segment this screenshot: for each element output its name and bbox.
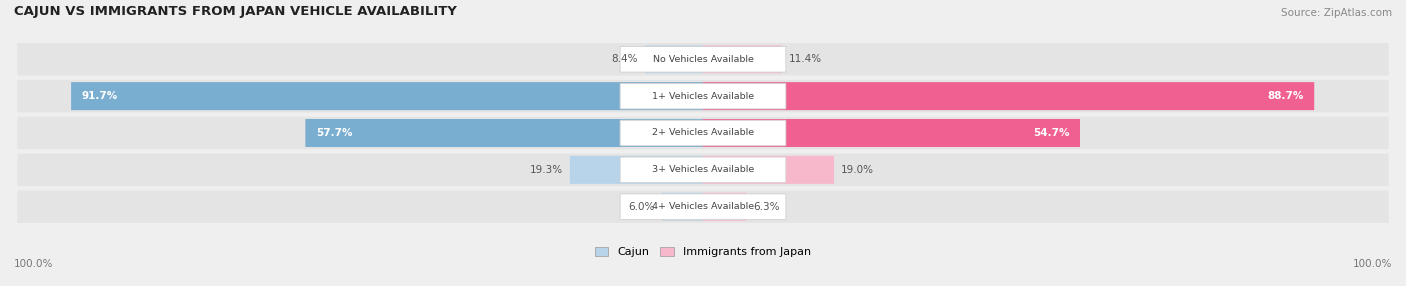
Text: 6.0%: 6.0% — [628, 202, 655, 212]
FancyBboxPatch shape — [703, 119, 1080, 147]
Text: CAJUN VS IMMIGRANTS FROM JAPAN VEHICLE AVAILABILITY: CAJUN VS IMMIGRANTS FROM JAPAN VEHICLE A… — [14, 5, 457, 18]
FancyBboxPatch shape — [17, 117, 1389, 149]
Text: 4+ Vehicles Available: 4+ Vehicles Available — [652, 202, 754, 211]
FancyBboxPatch shape — [620, 120, 786, 146]
FancyBboxPatch shape — [620, 47, 786, 72]
FancyBboxPatch shape — [17, 190, 1389, 223]
Text: 2+ Vehicles Available: 2+ Vehicles Available — [652, 128, 754, 138]
Text: No Vehicles Available: No Vehicles Available — [652, 55, 754, 64]
Text: 19.3%: 19.3% — [530, 165, 564, 175]
FancyBboxPatch shape — [703, 45, 782, 73]
Text: 100.0%: 100.0% — [14, 259, 53, 269]
FancyBboxPatch shape — [662, 193, 703, 221]
FancyBboxPatch shape — [703, 193, 747, 221]
FancyBboxPatch shape — [620, 83, 786, 109]
Text: 1+ Vehicles Available: 1+ Vehicles Available — [652, 92, 754, 101]
Text: 8.4%: 8.4% — [612, 54, 638, 64]
FancyBboxPatch shape — [17, 43, 1389, 76]
Text: 100.0%: 100.0% — [1353, 259, 1392, 269]
Text: 57.7%: 57.7% — [316, 128, 353, 138]
FancyBboxPatch shape — [620, 157, 786, 183]
FancyBboxPatch shape — [17, 154, 1389, 186]
Text: 11.4%: 11.4% — [789, 54, 821, 64]
FancyBboxPatch shape — [703, 156, 834, 184]
FancyBboxPatch shape — [72, 82, 703, 110]
FancyBboxPatch shape — [17, 80, 1389, 112]
FancyBboxPatch shape — [569, 156, 703, 184]
Text: Source: ZipAtlas.com: Source: ZipAtlas.com — [1281, 8, 1392, 18]
Text: 3+ Vehicles Available: 3+ Vehicles Available — [652, 165, 754, 174]
Text: 54.7%: 54.7% — [1033, 128, 1070, 138]
Text: 6.3%: 6.3% — [754, 202, 780, 212]
FancyBboxPatch shape — [620, 194, 786, 219]
FancyBboxPatch shape — [703, 82, 1315, 110]
FancyBboxPatch shape — [645, 45, 703, 73]
Legend: Cajun, Immigrants from Japan: Cajun, Immigrants from Japan — [591, 242, 815, 262]
Text: 88.7%: 88.7% — [1267, 91, 1303, 101]
Text: 19.0%: 19.0% — [841, 165, 873, 175]
FancyBboxPatch shape — [305, 119, 703, 147]
Text: 91.7%: 91.7% — [82, 91, 118, 101]
